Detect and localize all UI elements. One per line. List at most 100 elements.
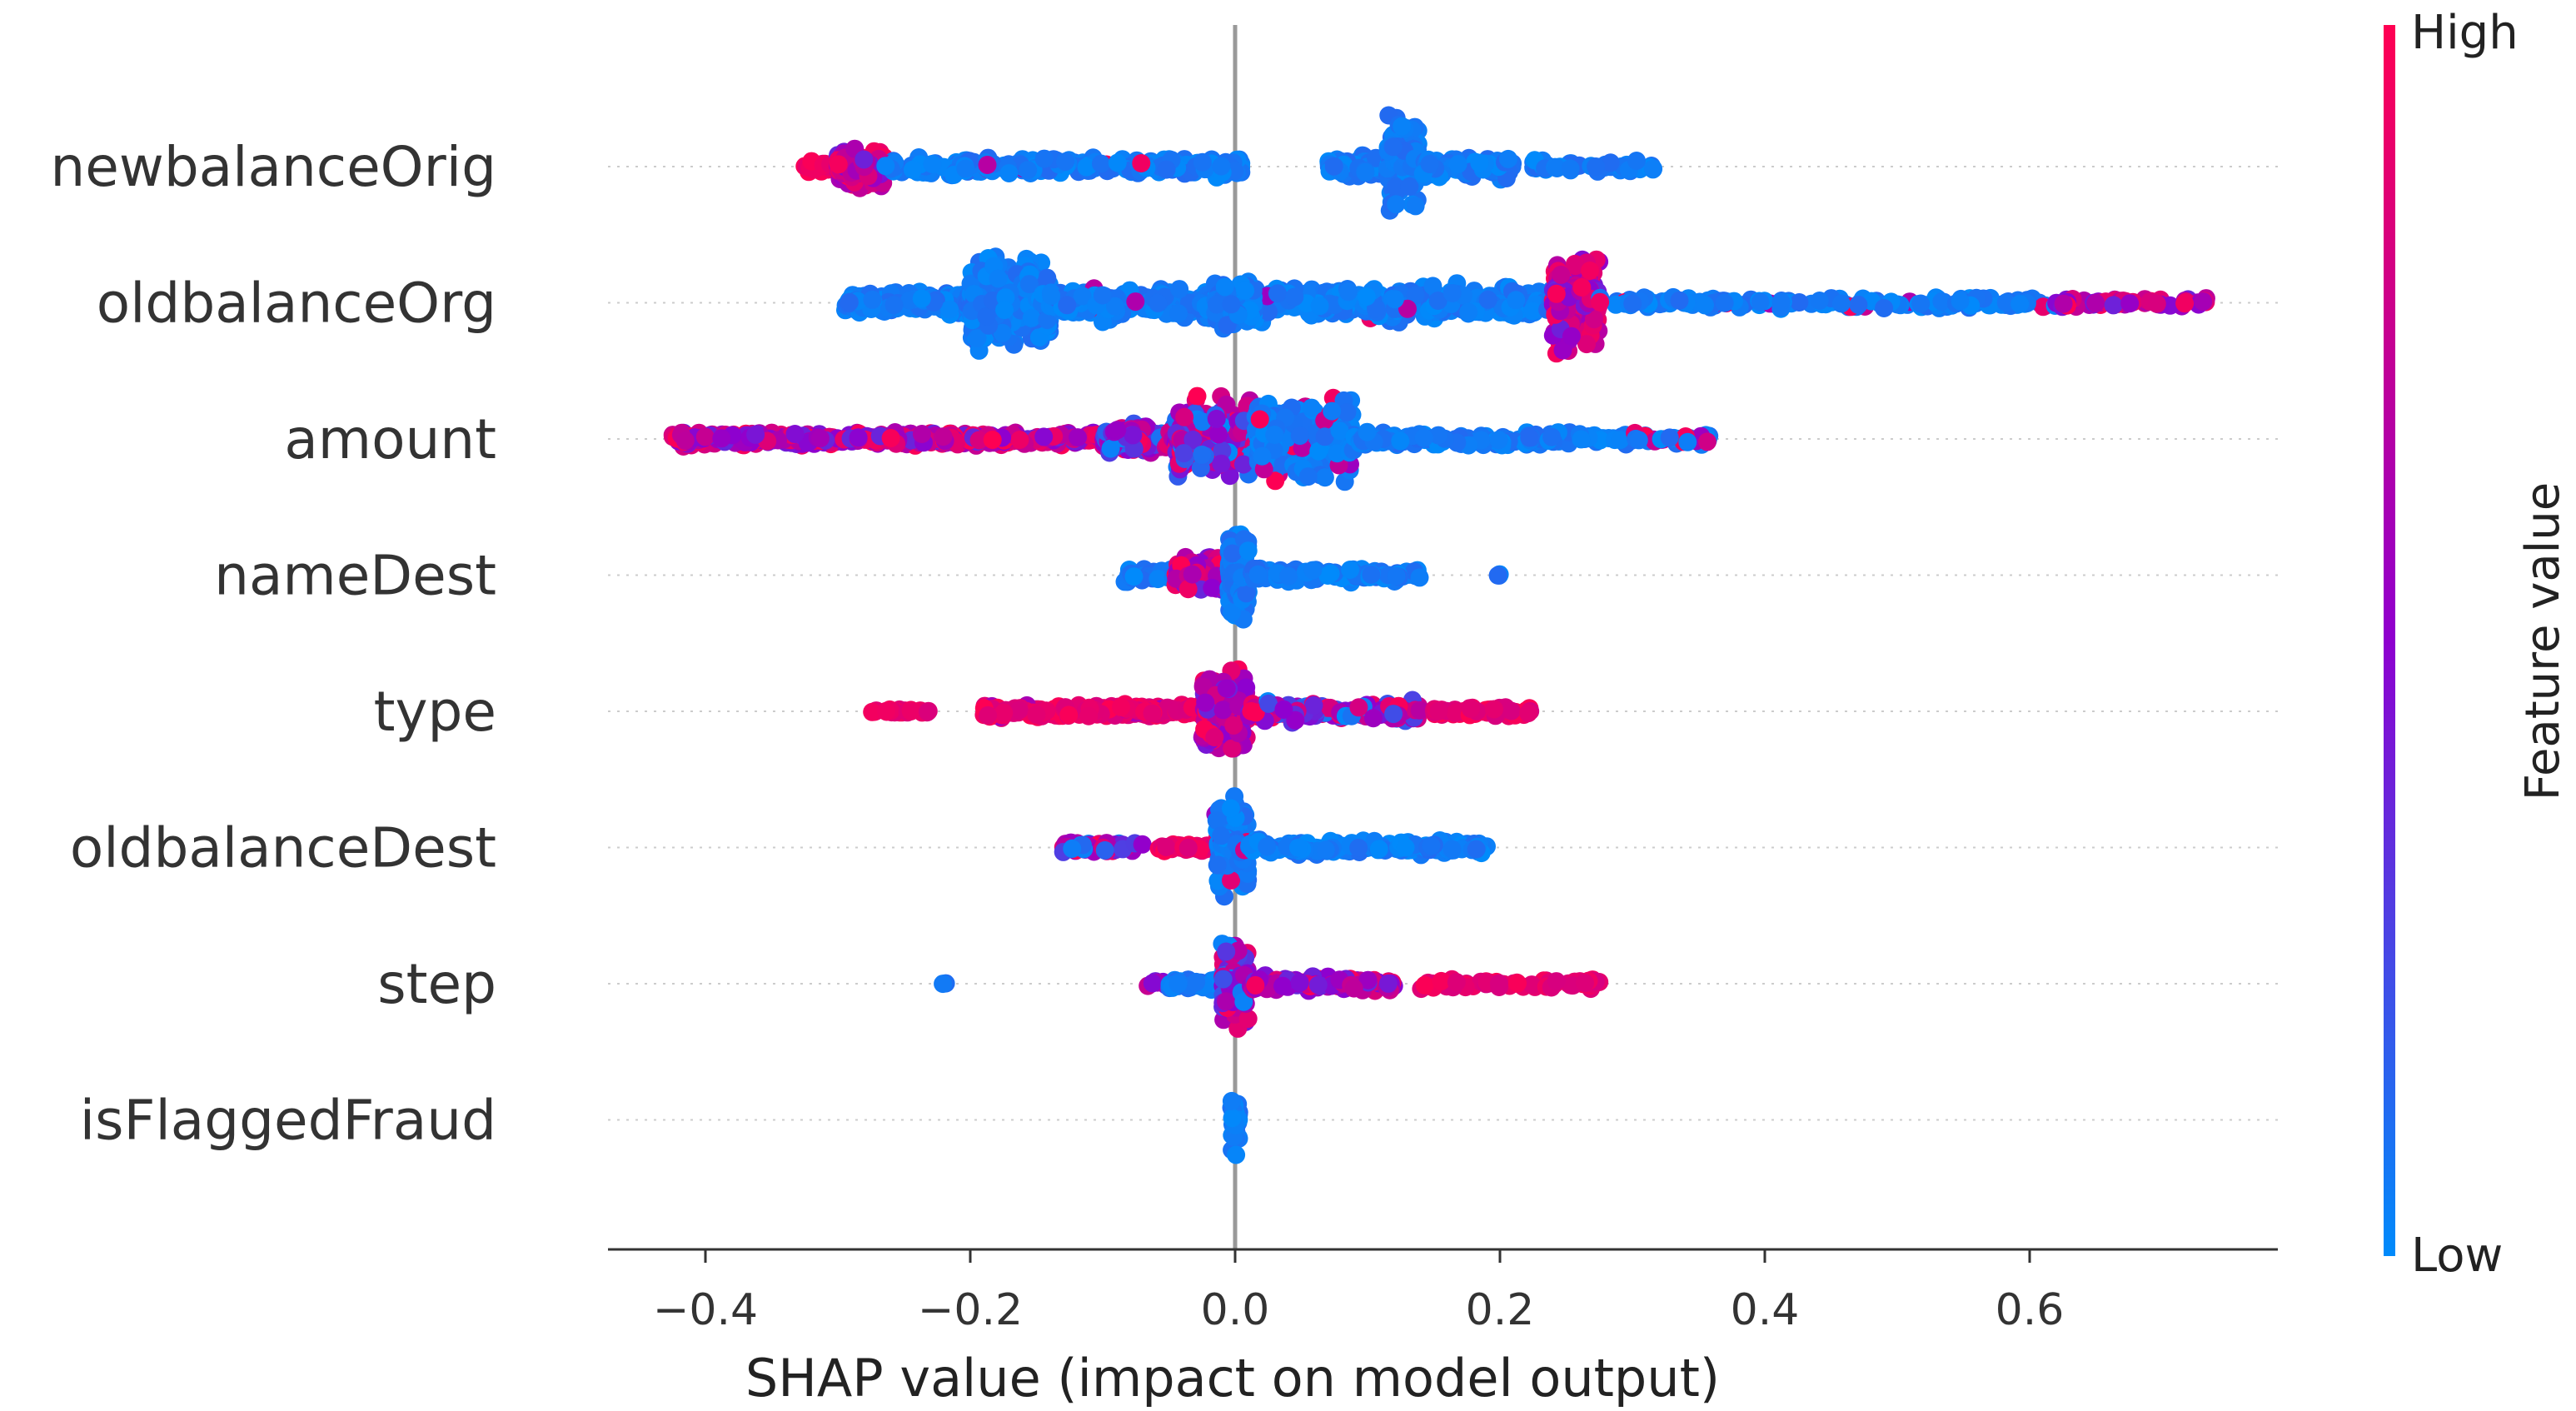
dot xyxy=(1059,706,1079,725)
dot xyxy=(1217,679,1236,698)
dot xyxy=(1265,426,1284,444)
dot xyxy=(1849,296,1868,314)
dot xyxy=(1391,431,1410,451)
dot xyxy=(983,431,1002,449)
dot xyxy=(1223,544,1242,563)
dot xyxy=(1069,428,1087,447)
dot xyxy=(1697,432,1717,451)
dot xyxy=(1363,709,1383,728)
dot xyxy=(1298,467,1318,486)
dot xyxy=(1520,428,1539,447)
dot xyxy=(1077,157,1096,177)
dot xyxy=(1212,454,1231,473)
dot xyxy=(1315,468,1334,487)
dot xyxy=(1387,566,1406,586)
dot xyxy=(1585,310,1603,329)
dot xyxy=(863,702,882,721)
dot xyxy=(1222,295,1241,314)
dot xyxy=(979,706,998,725)
dots-amount xyxy=(663,386,1719,491)
dot xyxy=(884,296,904,315)
dot xyxy=(1951,292,1970,311)
dot xyxy=(1019,275,1039,294)
dot xyxy=(1132,154,1151,172)
dot xyxy=(1324,157,1343,176)
dot xyxy=(1420,155,1439,173)
dot xyxy=(1196,693,1215,712)
dot xyxy=(1250,410,1269,429)
dot xyxy=(1587,157,1606,176)
dot xyxy=(1547,159,1567,177)
dot xyxy=(1133,835,1152,854)
dot xyxy=(2194,292,2213,312)
dot xyxy=(1488,566,1507,585)
dot xyxy=(1205,728,1224,747)
dot xyxy=(1010,431,1029,449)
dot xyxy=(969,431,989,450)
dot xyxy=(1042,286,1061,305)
dot xyxy=(1209,425,1228,444)
dot xyxy=(1101,439,1120,458)
dot xyxy=(1208,295,1226,314)
dot xyxy=(940,300,959,319)
dot xyxy=(1522,302,1542,321)
dot xyxy=(1079,706,1099,725)
dot xyxy=(1446,703,1465,722)
dot xyxy=(1285,287,1304,307)
dot xyxy=(1670,291,1689,310)
dot xyxy=(1095,840,1114,860)
dot xyxy=(1611,431,1630,450)
dot xyxy=(1022,308,1041,327)
dot xyxy=(1485,700,1503,719)
dot xyxy=(1290,426,1309,446)
dot xyxy=(1406,197,1425,216)
dot xyxy=(712,429,731,448)
dot xyxy=(1519,704,1538,723)
dot xyxy=(1157,838,1176,856)
dot xyxy=(1678,432,1697,451)
dot xyxy=(1357,287,1376,307)
dot xyxy=(2147,294,2166,313)
dot xyxy=(2054,294,2073,313)
dot xyxy=(1790,293,1809,312)
dot xyxy=(956,159,975,178)
dot xyxy=(1623,294,1642,313)
dot xyxy=(1126,292,1145,312)
dot xyxy=(1581,262,1599,280)
dot xyxy=(2120,294,2140,313)
dots-oldbalanceDest xyxy=(1054,787,1496,906)
dot xyxy=(1169,304,1188,323)
dot xyxy=(1093,286,1112,305)
dot xyxy=(1222,603,1241,622)
dot xyxy=(1286,710,1305,730)
dot xyxy=(876,157,895,176)
dot xyxy=(1213,701,1233,720)
dot xyxy=(810,429,830,448)
dot xyxy=(1507,291,1526,310)
dot xyxy=(995,301,1014,320)
dot xyxy=(1175,407,1194,426)
dot xyxy=(1183,565,1202,584)
dot xyxy=(1268,284,1287,303)
dot xyxy=(1108,153,1127,172)
dot xyxy=(1406,286,1425,305)
dot xyxy=(1063,840,1082,858)
dot xyxy=(1224,715,1243,735)
dot xyxy=(695,427,715,446)
dot xyxy=(1410,701,1429,720)
dot xyxy=(1310,297,1329,316)
dot xyxy=(1193,445,1212,464)
dot xyxy=(1442,283,1462,302)
dot xyxy=(1996,293,2015,312)
dot xyxy=(923,155,942,173)
dot xyxy=(1148,293,1168,312)
dot xyxy=(1236,281,1255,300)
dot xyxy=(2175,294,2195,313)
dot xyxy=(999,164,1019,182)
dot xyxy=(1318,566,1338,585)
dot xyxy=(1393,117,1412,136)
dot xyxy=(1238,541,1258,561)
dot xyxy=(1330,421,1349,441)
dot xyxy=(1157,160,1176,179)
dot xyxy=(1259,694,1278,713)
